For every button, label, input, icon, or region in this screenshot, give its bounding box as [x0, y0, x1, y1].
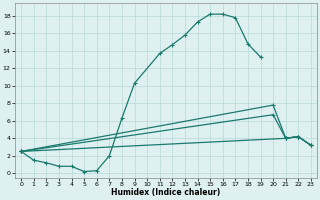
- X-axis label: Humidex (Indice chaleur): Humidex (Indice chaleur): [111, 188, 221, 197]
